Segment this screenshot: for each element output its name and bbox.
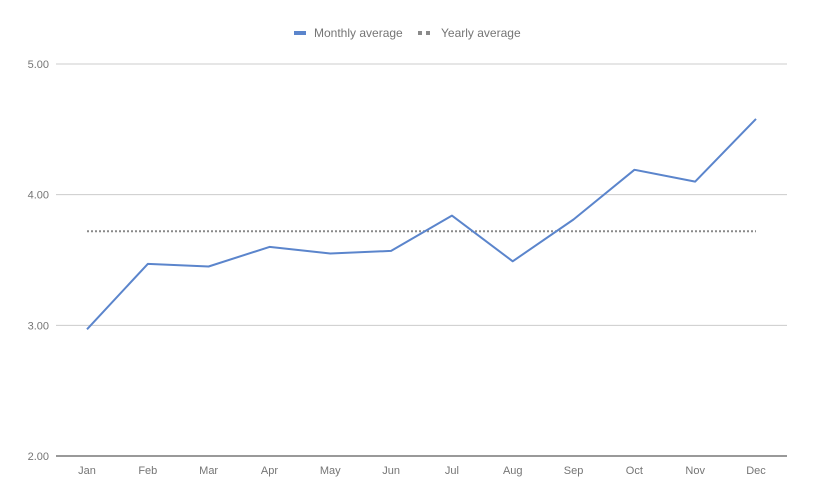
x-tick-label: Jan: [78, 465, 96, 477]
x-tick-label: Sep: [564, 465, 584, 477]
x-tick-label: Nov: [685, 465, 705, 477]
x-axis-ticks: Jan Feb Mar Apr May Jun Jul Aug Sep Oct Nov Dec: [78, 465, 766, 477]
legend-label: Monthly average: [314, 26, 403, 40]
x-tick-label: Jun: [382, 465, 400, 477]
x-tick-label: Jul: [445, 465, 459, 477]
legend: Monthly average Yearly average: [294, 26, 521, 40]
x-tick-label: Aug: [503, 465, 523, 477]
legend-label: Yearly average: [441, 26, 521, 40]
series-line-monthly-average: [86, 118, 757, 330]
y-tick-label: 5.00: [28, 59, 49, 71]
y-tick-label: 4.00: [28, 190, 49, 202]
x-tick-label: Apr: [261, 465, 278, 477]
x-tick-label: Mar: [199, 465, 218, 477]
x-tick-label: Dec: [746, 465, 766, 477]
x-tick-label: Feb: [138, 465, 157, 477]
gridlines: [56, 63, 787, 457]
x-tick-label: May: [320, 465, 341, 477]
y-tick-label: 3.00: [28, 320, 49, 332]
y-tick-label: 2.00: [28, 451, 49, 463]
series-layer: [86, 118, 757, 330]
y-axis-ticks: 2.00 3.00 4.00 5.00: [28, 59, 49, 463]
x-tick-label: Oct: [626, 465, 643, 477]
